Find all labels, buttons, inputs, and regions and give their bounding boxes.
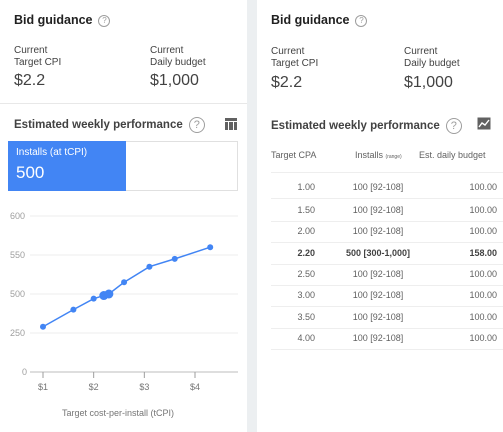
divider <box>0 103 247 104</box>
daily-budget-value: $1,000 <box>150 72 199 89</box>
cell-target-cpa: 1.00 <box>297 182 315 192</box>
series-line <box>42 246 211 328</box>
header-divider <box>271 172 503 173</box>
data-point[interactable] <box>207 244 214 251</box>
tab-installs[interactable]: Installs (at tCPI) 500 <box>8 141 126 191</box>
cell-budget: 100.00 <box>469 312 497 322</box>
table-row: 2.00 100 [92-108] 100.00 <box>271 220 503 242</box>
cell-budget: 100.00 <box>469 269 497 279</box>
row-divider <box>271 221 503 222</box>
installs-chart: 0 250 500 550 600 $1 $2 $3 $4 <box>10 211 238 392</box>
help-icon[interactable]: ? <box>98 14 111 27</box>
y-tick-label: 600 <box>10 211 25 221</box>
cell-target-cpa: 2.50 <box>297 269 315 279</box>
row-divider <box>271 328 503 329</box>
data-point[interactable] <box>40 323 46 330</box>
cell-installs: 100 [92-108] <box>352 226 404 236</box>
installs-header-text: Installs <box>355 150 384 160</box>
current-cpi-value: $2.2 <box>14 72 46 89</box>
cell-target-cpa: 3.50 <box>297 312 315 322</box>
x-tick-label: $3 <box>139 382 149 392</box>
x-tick-label: $2 <box>89 382 99 392</box>
cell-budget: 100.00 <box>469 205 497 215</box>
x-axis-title: Target cost-per-install (tCPI) <box>62 408 175 418</box>
tab-value: 500 <box>16 163 45 182</box>
y-tick-label: 0 <box>22 367 27 377</box>
cell-installs: 500 [300-1,000] <box>345 248 411 258</box>
cell-installs: 100 [92-108] <box>352 290 404 300</box>
data-point[interactable] <box>70 306 77 313</box>
title-text: Bid guidance <box>14 13 93 27</box>
section-title: Estimated weekly performance? <box>271 118 462 134</box>
daily-budget-label: Current Daily budget <box>150 45 206 68</box>
col-header-cpa: Target CPA <box>271 150 317 160</box>
y-tick-label: 500 <box>10 289 25 299</box>
col-header-budget: Est. daily budget <box>419 150 486 160</box>
data-point[interactable] <box>146 263 153 270</box>
cell-target-cpa: 3.00 <box>297 290 315 300</box>
daily-budget-label: Current Daily budget <box>404 46 460 69</box>
cell-installs: 100 [92-108] <box>352 269 404 279</box>
cell-budget: 100.00 <box>469 290 497 300</box>
daily-budget-value: $1,000 <box>404 74 453 91</box>
table-row: 1.50 100 [92-108] 100.00 <box>271 199 503 221</box>
title-text: Bid guidance <box>271 13 350 27</box>
cell-budget: 158.00 <box>469 248 497 258</box>
table-row: 3.50 100 [92-108] 100.00 <box>271 306 503 328</box>
cell-target-cpa: 1.50 <box>297 205 315 215</box>
current-cpi-label: Current Target CPI <box>271 46 319 69</box>
cell-budget: 100.00 <box>469 333 497 343</box>
table-icon[interactable] <box>225 118 237 130</box>
cell-installs: 100 [92-108] <box>352 182 404 192</box>
installs-header-note: (range) <box>385 154 402 160</box>
row-divider <box>271 264 503 265</box>
y-tick-label: 250 <box>10 328 25 338</box>
panel-title: Bid guidance? <box>271 13 368 27</box>
section-title-text: Estimated weekly performance <box>271 120 440 133</box>
help-icon[interactable]: ? <box>445 118 462 134</box>
y-tick-label: 550 <box>10 250 25 260</box>
panel-title: Bid guidance? <box>14 13 111 27</box>
cell-installs: 100 [92-108] <box>352 333 404 343</box>
current-cpi-value: $2.2 <box>271 74 303 91</box>
cell-target-cpa: 2.20 <box>297 248 315 258</box>
cell-installs: 100 [92-108] <box>352 205 404 215</box>
tab-label: Installs (at tCPI) <box>16 147 88 158</box>
x-tick-label: $1 <box>38 382 48 392</box>
table-row: 2.50 100 [92-108] 100.00 <box>271 263 503 285</box>
row-divider <box>271 285 503 286</box>
row-divider <box>271 198 503 199</box>
data-point[interactable] <box>104 289 114 299</box>
table-row: 4.00 100 [92-108] 100.00 <box>271 327 503 349</box>
data-point[interactable] <box>171 255 178 262</box>
help-icon[interactable]: ? <box>188 117 205 133</box>
bid-guidance-panel-table: Bid guidance? Current Target CPI $2.2 Cu… <box>257 0 503 432</box>
section-title: Estimated weekly performance? <box>14 117 205 133</box>
current-cpi-label: Current Target CPI <box>14 45 62 68</box>
table-row: 1.00 100 [92-108] 100.00 <box>271 176 503 198</box>
cell-budget: 100.00 <box>469 226 497 236</box>
cell-budget: 100.00 <box>469 182 497 192</box>
help-icon[interactable]: ? <box>355 14 368 27</box>
section-title-text: Estimated weekly performance <box>14 119 183 132</box>
data-point[interactable] <box>121 279 128 286</box>
cell-target-cpa: 4.00 <box>297 333 315 343</box>
cell-installs: 100 [92-108] <box>352 312 404 322</box>
x-tick-label: $4 <box>190 382 200 392</box>
row-divider <box>271 242 503 243</box>
table-row: 3.00 100 [92-108] 100.00 <box>271 284 503 306</box>
col-header-installs: Installs (range) <box>355 150 402 160</box>
data-point[interactable] <box>90 295 97 302</box>
bid-guidance-panel-chart: Bid guidance? Current Target CPI $2.2 Cu… <box>0 0 247 432</box>
row-divider <box>271 306 503 307</box>
row-divider <box>271 349 503 350</box>
table-row: 2.20 500 [300-1,000] 158.00 <box>271 242 503 264</box>
cell-target-cpa: 2.00 <box>297 226 315 236</box>
chart-icon[interactable] <box>477 117 491 130</box>
